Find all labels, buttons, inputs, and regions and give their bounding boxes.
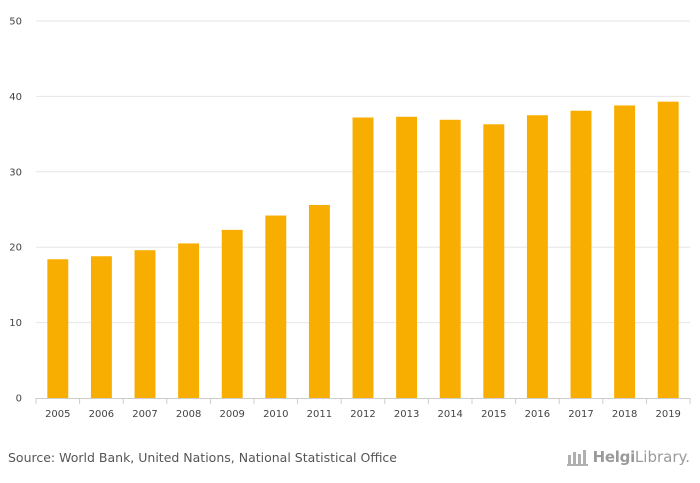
x-tick-label: 2018 [612,409,637,420]
bar-2007 [135,250,156,398]
x-axis: 2005 2006 2007 2008 2009 2010 2011 2012 2013 2014… [36,398,690,420]
source-note: Source: World Bank, United Nations, Nati… [8,450,397,465]
bar-2009 [222,230,243,398]
x-tick-label: 2005 [45,409,70,420]
x-tick-label: 2013 [394,409,419,420]
brand-name-prefix: Helgi [593,448,635,466]
bar-chart: 0 10 20 30 40 50 2005 2006 2007 2008 2009 2010 2011… [0,0,700,440]
brand-name-suffix: Library. [635,448,690,466]
chart-footer: Source: World Bank, United Nations, Nati… [0,440,700,483]
x-tick-label: 2006 [89,409,114,420]
bar-2014 [440,120,461,398]
y-axis-ticks: 0 10 20 30 40 50 [9,17,22,405]
x-tick-label: 2015 [481,409,506,420]
bars [47,102,678,398]
bar-2005 [47,259,68,398]
bar-2017 [571,111,592,398]
bar-2010 [265,216,286,398]
x-tick-label: 2019 [655,409,680,420]
x-tick-label: 2011 [307,409,332,420]
x-tick-label: 2008 [176,409,201,420]
y-tick-label: 0 [16,394,22,405]
x-tick-label: 2014 [437,409,462,420]
brand-logo: Helgi Library. [567,448,690,466]
x-tick-label: 2017 [568,409,593,420]
bar-2008 [178,243,199,398]
y-tick-label: 40 [9,92,22,103]
x-tick-label: 2007 [132,409,157,420]
x-tick-label: 2012 [350,409,375,420]
bar-2012 [353,118,374,398]
library-icon [567,448,589,466]
y-tick-label: 10 [9,318,22,329]
x-tick-label: 2009 [219,409,244,420]
bar-2018 [614,105,635,398]
bar-2006 [91,256,112,398]
y-tick-label: 30 [9,167,22,178]
bar-2013 [396,117,417,398]
x-tick-label: 2016 [525,409,550,420]
y-tick-label: 20 [9,243,22,254]
bar-2015 [483,124,504,398]
bar-2011 [309,205,330,398]
x-tick-label: 2010 [263,409,288,420]
bar-2019 [658,102,679,398]
y-tick-label: 50 [9,17,22,28]
bar-2016 [527,115,548,398]
